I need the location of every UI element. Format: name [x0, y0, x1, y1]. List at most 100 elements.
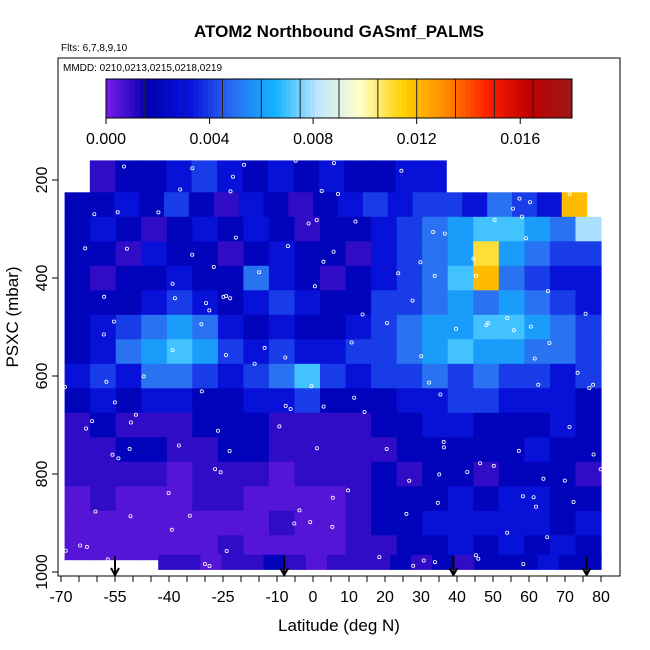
heatmap-cell: [243, 339, 270, 365]
sample-marker: [432, 273, 437, 278]
heatmap-cell: [524, 339, 551, 365]
sample-marker: [63, 548, 68, 553]
heatmap-cell: [238, 192, 265, 218]
sample-marker: [421, 558, 426, 563]
heatmap-cell: [498, 486, 525, 512]
sample-marker: [541, 476, 546, 481]
heatmap-cell: [90, 216, 117, 242]
heatmap-cell: [549, 241, 576, 267]
heatmap-cell: [516, 554, 539, 570]
heatmap-cell: [141, 388, 168, 414]
colorbar-swatch: [329, 79, 335, 118]
heatmap-band: [64, 388, 602, 414]
heatmap-band: [64, 314, 602, 340]
heatmap-cell: [192, 314, 219, 340]
heatmap-cell: [115, 510, 142, 536]
y-tick-label: 800: [34, 461, 51, 488]
sample-marker: [190, 252, 195, 257]
heatmap-cell: [498, 437, 525, 463]
sample-marker: [321, 404, 326, 409]
colorbar-swatch: [436, 79, 442, 118]
colorbar-swatch: [198, 79, 204, 118]
y-axis-label: PSXC (mbar): [3, 266, 22, 367]
heatmap-cell: [549, 486, 576, 512]
x-axis: -70 -55 -40 -25 -10 0 10 20 30 40 50 60 70 80: [49, 575, 610, 606]
heatmap-cell: [115, 265, 142, 291]
colorbar-swatch: [271, 79, 277, 118]
chart-subtitle-dates: MMDD: 0210,0213,0215,0218,0219: [63, 63, 222, 74]
colorbar-swatch: [173, 79, 180, 118]
colorbar-swatch: [125, 79, 131, 118]
heatmap-cell: [141, 216, 168, 242]
heatmap-cell: [345, 363, 372, 389]
heatmap-cell: [166, 412, 193, 438]
heatmap-cell: [268, 510, 295, 536]
sample-marker: [419, 354, 424, 359]
heatmap-cell: [447, 265, 474, 291]
sample-marker: [384, 321, 389, 326]
heatmap-cell: [268, 437, 295, 463]
heatmap-cell: [217, 314, 244, 340]
sample-marker: [411, 563, 416, 568]
heatmap-cell: [345, 412, 372, 438]
heatmap-cell: [166, 241, 193, 267]
colorbar-swatch: [392, 79, 398, 118]
heatmap-cell: [447, 314, 474, 340]
colorbar-swatch: [513, 79, 519, 118]
heatmap-cell: [549, 437, 576, 463]
heatmap-cell: [217, 160, 244, 193]
heatmap-cell: [90, 363, 117, 389]
heatmap-cell: [498, 314, 525, 340]
colorbar-swatch: [465, 79, 471, 118]
heatmap-cell: [166, 388, 193, 414]
heatmap-band: [64, 192, 588, 218]
heatmap-cell: [213, 192, 240, 218]
sample-marker: [178, 187, 183, 192]
colorbar-tick-label: 0.008: [293, 131, 333, 148]
sample-marker: [492, 217, 497, 222]
sample-marker: [124, 246, 129, 251]
heatmap-cell: [344, 160, 371, 193]
colorbar-swatch: [377, 79, 384, 118]
heatmap-cell: [243, 412, 270, 438]
heatmap-cell: [422, 461, 449, 487]
heatmap-cell: [243, 241, 270, 267]
heatmap-cell: [64, 510, 91, 536]
heatmap-cell: [217, 363, 244, 389]
heatmap-cell: [90, 486, 117, 512]
heatmap-cell: [64, 437, 91, 463]
sample-marker: [471, 256, 476, 261]
heatmap-cell: [243, 486, 270, 512]
heatmap-cell: [243, 437, 270, 463]
sample-marker: [292, 521, 297, 526]
sample-marker: [352, 395, 357, 400]
x-tick-label: 50: [484, 589, 502, 606]
heatmap-cell: [422, 339, 449, 365]
colorbar-swatch: [144, 79, 151, 118]
heatmap-cell: [141, 412, 168, 438]
heatmap-cell: [294, 461, 321, 487]
sample-marker: [587, 385, 592, 390]
sample-marker: [111, 319, 116, 324]
colorbar-swatch: [115, 79, 121, 118]
colorbar-swatch: [319, 79, 325, 118]
colorbar-swatch: [416, 79, 422, 118]
heatmap-band: [89, 160, 447, 193]
heatmap-cell: [345, 216, 372, 242]
heatmap-cell: [396, 388, 423, 414]
heatmap-cell: [268, 216, 295, 242]
sample-markers: [63, 158, 603, 569]
heatmap-cell: [64, 290, 91, 316]
colorbar-swatch: [504, 79, 510, 118]
colorbar-swatch: [300, 79, 306, 118]
heatmap-cell: [369, 160, 396, 193]
heatmap-cell: [192, 461, 219, 487]
sample-marker: [335, 191, 340, 196]
heatmap-band: [158, 554, 602, 570]
heatmap-cell: [166, 216, 193, 242]
heatmap-cell: [473, 510, 500, 536]
sample-marker: [407, 478, 412, 483]
heatmap-cell: [294, 486, 321, 512]
heatmap-cell: [320, 486, 347, 512]
flight-track-arrows: [110, 556, 592, 578]
